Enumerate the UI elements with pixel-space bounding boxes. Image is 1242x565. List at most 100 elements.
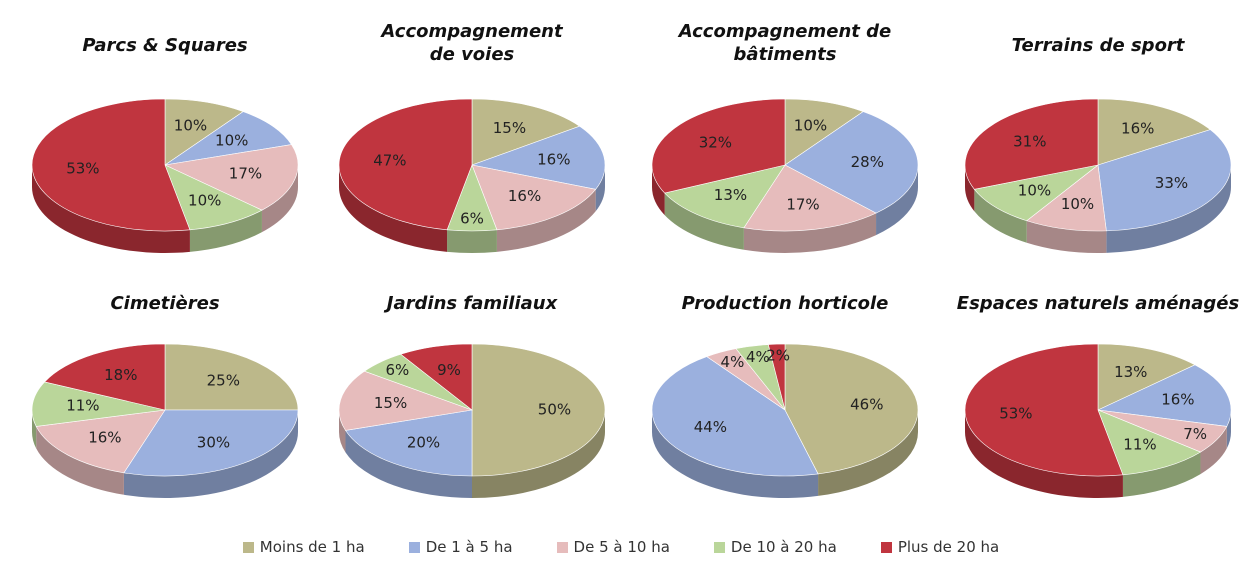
slice <box>964 98 1099 190</box>
slice-side <box>743 213 877 253</box>
slice-side <box>496 189 596 252</box>
chart-title: Accompagnement de voies <box>381 21 563 65</box>
slice-side <box>595 165 605 212</box>
legend-label: Moins de 1 ha <box>259 538 365 556</box>
slice <box>44 343 166 411</box>
data-label: 4% <box>721 353 745 371</box>
slice <box>164 98 244 166</box>
pie: 10% 10% 17% 10% 53% <box>31 98 299 254</box>
data-label: 33% <box>1155 174 1188 192</box>
chart-title: Parcs & Squares <box>82 35 248 56</box>
slice <box>164 111 292 166</box>
slice-side <box>339 165 448 252</box>
slice <box>973 164 1099 222</box>
slice-side <box>345 430 472 498</box>
legend-label: De 10 à 20 ha <box>730 538 837 556</box>
slice-side <box>447 229 497 254</box>
data-label: 53% <box>999 404 1032 422</box>
slice-side <box>32 165 190 254</box>
slice <box>767 343 786 411</box>
slice <box>338 98 473 231</box>
slice <box>1097 343 1196 411</box>
data-label: 20% <box>407 434 440 452</box>
chart-title: Terrains de sport <box>1011 35 1185 56</box>
data-label: 11% <box>1123 436 1156 454</box>
slice-side <box>1122 452 1201 497</box>
data-label: 16% <box>88 429 121 447</box>
data-label: 16% <box>1161 390 1194 408</box>
legend-label: De 1 à 5 ha <box>425 538 513 556</box>
legend-label: De 5 à 10 ha <box>573 538 670 556</box>
legend-item: Moins de 1 ha <box>242 538 365 556</box>
slice-side <box>652 165 665 216</box>
data-label: 25% <box>207 372 240 390</box>
pie: 10% 28% 17% 13% 32% <box>651 98 919 253</box>
legend: Moins de 1 ha De 1 à 5 ha De 5 à 10 ha De 1… <box>0 538 1242 556</box>
data-label: 9% <box>437 361 461 379</box>
legend-swatch <box>408 541 420 553</box>
slice <box>1096 364 1232 427</box>
slice <box>784 111 919 214</box>
data-label: 10% <box>188 191 221 209</box>
data-label: 2% <box>766 346 790 364</box>
legend-swatch <box>556 541 568 553</box>
slice <box>345 409 473 477</box>
slice-side <box>1026 220 1107 253</box>
slice-side <box>1106 165 1231 253</box>
data-label: 11% <box>66 397 99 415</box>
data-label: 6% <box>385 361 409 379</box>
data-label: 7% <box>1183 425 1207 443</box>
slice-side <box>965 165 975 212</box>
data-label: 32% <box>699 134 732 152</box>
legend-item: De 1 à 5 ha <box>408 538 513 556</box>
pie: 13% 16% 7% 11% 53% <box>964 343 1232 498</box>
slice <box>471 343 606 477</box>
data-label: 31% <box>1013 132 1046 150</box>
slice <box>471 164 597 231</box>
slice <box>1097 409 1202 476</box>
slice-side <box>818 410 918 496</box>
data-label: 10% <box>1018 182 1051 200</box>
chart-title: Accompagnement de bâtiments <box>678 21 892 65</box>
data-label: 16% <box>1121 120 1154 138</box>
slice-side <box>189 210 262 252</box>
slice <box>964 343 1124 477</box>
slice-side <box>965 410 1123 498</box>
legend-swatch <box>880 541 892 553</box>
chart-title: Production horticole <box>681 293 889 314</box>
pie: 46%44%4% 4%2% <box>651 343 919 498</box>
data-label: 30% <box>197 434 230 452</box>
chart-title: Jardins familiaux <box>386 293 558 314</box>
slice <box>651 98 786 194</box>
data-label: 17% <box>229 164 262 182</box>
data-label: 15% <box>493 119 526 137</box>
data-label: 18% <box>104 366 137 384</box>
pie: 15% 16% 16% 6% 47% <box>338 98 606 254</box>
data-label: 13% <box>714 186 747 204</box>
slice <box>123 409 299 477</box>
slice <box>35 409 166 474</box>
data-label: 47% <box>373 152 406 170</box>
slice <box>784 343 919 475</box>
slice-side <box>32 410 37 449</box>
slice <box>163 144 299 211</box>
slice <box>164 343 299 411</box>
legend-swatch <box>713 541 725 553</box>
data-label: 53% <box>66 159 99 177</box>
legend-item: Plus de 20 ha <box>880 538 999 556</box>
pie: 50% 20% 15% 6% 9% <box>338 343 606 498</box>
chart-title: Cimetières <box>110 293 220 314</box>
slice-side <box>974 189 1027 243</box>
slice <box>1097 129 1232 232</box>
legend-item: De 10 à 20 ha <box>713 538 837 556</box>
slice <box>664 164 786 229</box>
data-label: 16% <box>508 187 541 205</box>
slice-side <box>36 426 124 495</box>
data-label: 16% <box>537 150 570 168</box>
slice <box>470 125 606 190</box>
slice-side <box>876 165 918 236</box>
data-label: 17% <box>786 195 819 213</box>
data-label: 10% <box>1061 195 1094 213</box>
data-label: 6% <box>460 210 484 228</box>
